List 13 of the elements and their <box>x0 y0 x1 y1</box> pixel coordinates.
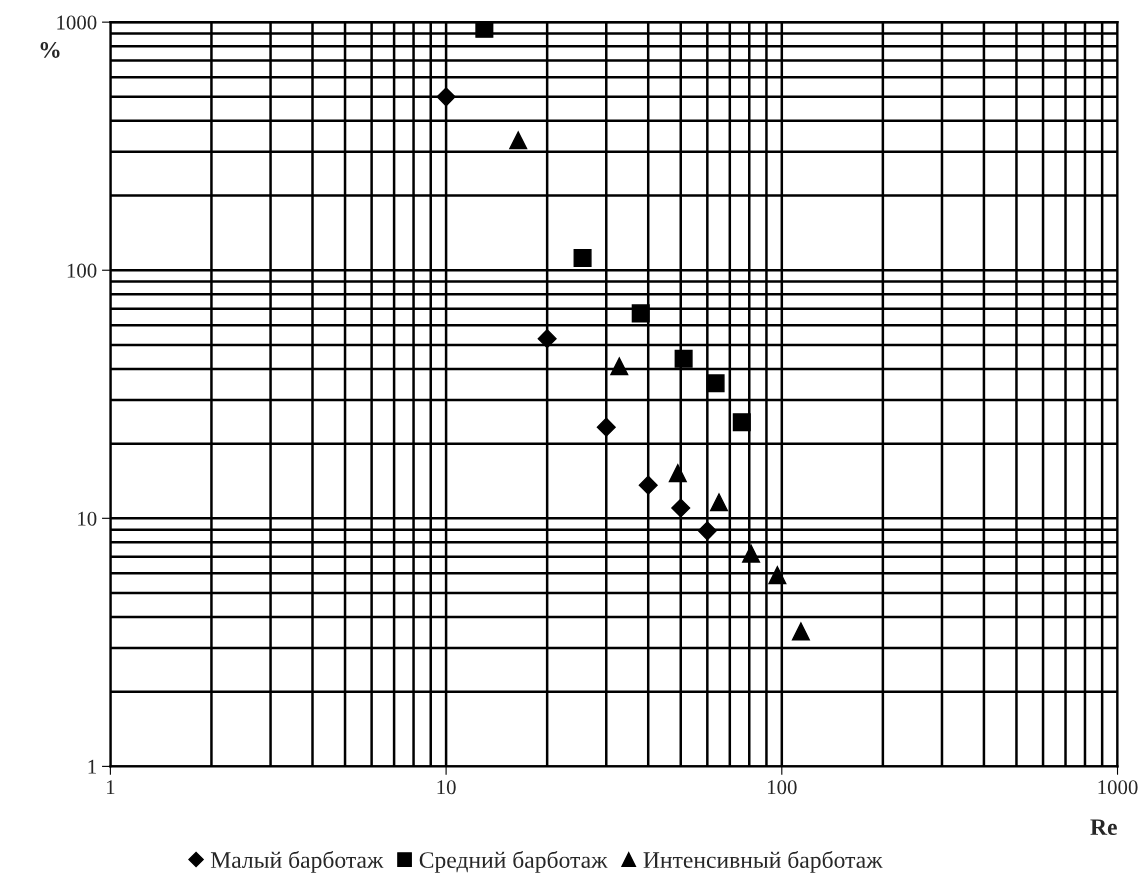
x-axis-title: Re <box>1090 819 1117 836</box>
legend-label: Малый барботаж <box>210 850 384 873</box>
legend-label: Средний барботаж <box>419 850 608 873</box>
x-tick-label: 10 <box>437 780 456 795</box>
y-tick-label: 1000 <box>57 15 97 30</box>
legend-label: Интенсивный барботаж <box>643 850 883 873</box>
y-axis-title: % <box>40 41 60 58</box>
y-tick-label: 10 <box>78 511 97 526</box>
x-tick-label: 100 <box>768 780 797 795</box>
x-tick-label: 1000 <box>1098 780 1138 795</box>
y-tick-label: 100 <box>67 263 97 278</box>
y-tick-label: 1 <box>88 759 96 774</box>
x-tick-label: 1 <box>107 780 115 795</box>
